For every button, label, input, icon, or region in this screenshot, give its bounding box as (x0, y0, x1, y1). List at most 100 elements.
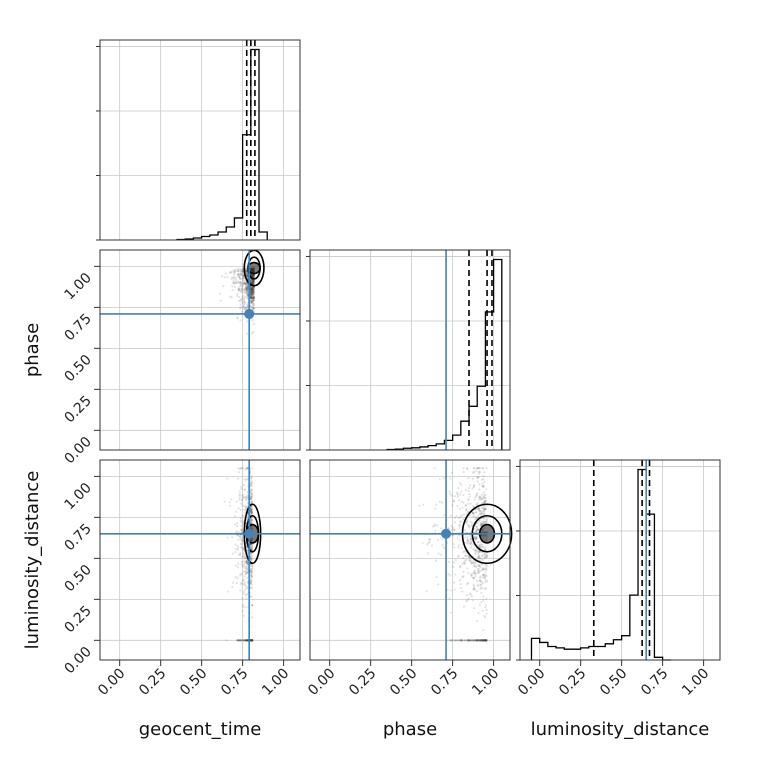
scatter-luminosity-distance-vs-phase-point (485, 639, 489, 642)
scatter-phase-vs-geocent-time-point (252, 306, 255, 310)
scatter-luminosity-distance-vs-phase-point (485, 556, 488, 559)
scatter-phase-vs-geocent-time-point (250, 290, 253, 294)
scatter-luminosity-distance-vs-geocent-time-point (240, 530, 243, 533)
scatter-luminosity-distance-vs-phase-point (485, 555, 489, 558)
scatter-luminosity-distance-vs-geocent-time-point (245, 639, 248, 642)
scatter-luminosity-distance-vs-phase-point (465, 513, 468, 516)
scatter-luminosity-distance-vs-geocent-time-point (237, 639, 240, 642)
scatter-luminosity-distance-vs-phase-point (472, 486, 475, 489)
scatter-luminosity-distance-vs-phase-point (484, 639, 487, 642)
scatter-luminosity-distance-vs-phase-point (448, 574, 452, 577)
scatter-luminosity-distance-vs-phase-point (476, 492, 479, 495)
scatter-luminosity-distance-vs-phase-point (476, 501, 479, 505)
scatter-luminosity-distance-vs-phase-point (482, 485, 486, 488)
scatter-luminosity-distance-vs-phase-point (482, 599, 485, 602)
scatter-phase-vs-geocent-time-point (250, 294, 253, 297)
scatter-phase-vs-geocent-time-point (242, 297, 246, 300)
scatter-luminosity-distance-vs-phase-point (480, 512, 483, 515)
scatter-luminosity-distance-vs-geocent-time-point (242, 639, 245, 642)
scatter-luminosity-distance-vs-phase-point (484, 497, 487, 500)
scatter-luminosity-distance-vs-phase-point (481, 507, 484, 510)
scatter-luminosity-distance-vs-phase-point (482, 567, 485, 570)
scatter-phase-vs-geocent-time-point (251, 281, 254, 284)
scatter-luminosity-distance-vs-phase-point (449, 639, 452, 642)
scatter-luminosity-distance-vs-phase-point (421, 542, 424, 545)
scatter-luminosity-distance-vs-geocent-time-point (251, 546, 254, 549)
scatter-luminosity-distance-vs-geocent-time-point (251, 639, 254, 642)
scatter-phase-vs-geocent-time-point (241, 277, 245, 280)
scatter-luminosity-distance-vs-phase-point (474, 639, 477, 642)
scatter-luminosity-distance-vs-geocent-time-point (249, 577, 252, 581)
x-tick-label: 0.50 (387, 666, 420, 699)
scatter-luminosity-distance-vs-phase-point (475, 528, 479, 531)
scatter-luminosity-distance-vs-phase-point (479, 566, 482, 569)
scatter-luminosity-distance-vs-geocent-time-point (226, 477, 229, 480)
scatter-luminosity-distance-vs-geocent-time-point (242, 496, 245, 499)
scatter-phase-vs-geocent-time-point (243, 300, 246, 303)
scatter-luminosity-distance-vs-phase-point (484, 639, 487, 642)
scatter-luminosity-distance-vs-geocent-time-point (240, 639, 243, 642)
scatter-luminosity-distance-vs-phase-point (483, 501, 486, 504)
scatter-luminosity-distance-vs-phase-point (484, 639, 487, 642)
scatter-luminosity-distance-vs-geocent-time-point (245, 561, 248, 564)
scatter-luminosity-distance-vs-geocent-time-point (245, 569, 248, 572)
scatter-luminosity-distance-vs-geocent-time-point (250, 574, 253, 577)
scatter-phase-vs-geocent-time-point (250, 299, 253, 303)
scatter-luminosity-distance-vs-phase-point (460, 490, 463, 493)
scatter-phase-vs-geocent-time-point (237, 295, 241, 299)
scatter-luminosity-distance-vs-phase-point (466, 467, 469, 470)
scatter-luminosity-distance-vs-phase-point (478, 488, 481, 491)
scatter-phase-vs-geocent-time-point (250, 280, 254, 284)
scatter-luminosity-distance-vs-phase-point (482, 639, 485, 642)
scatter-luminosity-distance-vs-phase-point (453, 494, 456, 498)
scatter-phase-vs-geocent-time-point (245, 285, 249, 288)
scatter-luminosity-distance-vs-phase-point (450, 525, 453, 528)
scatter-phase-vs-geocent-time-point (223, 276, 226, 279)
scatter-phase-vs-geocent-time-point (250, 300, 254, 304)
scatter-luminosity-distance-vs-phase-point (460, 639, 463, 642)
scatter-luminosity-distance-vs-phase-point (479, 639, 482, 642)
scatter-luminosity-distance-vs-phase-point (482, 484, 485, 487)
scatter-luminosity-distance-vs-geocent-time-point (242, 639, 245, 642)
scatter-phase-vs-geocent-time-point (245, 283, 249, 286)
scatter-luminosity-distance-vs-phase-point (464, 554, 467, 557)
scatter-luminosity-distance-vs-geocent-time-point (250, 497, 253, 501)
scatter-luminosity-distance-vs-geocent-time-point (236, 548, 239, 551)
scatter-phase-vs-geocent-time-point (252, 296, 255, 299)
scatter-luminosity-distance-vs-geocent-time-point (239, 508, 242, 511)
scatter-phase-vs-geocent-time-point (251, 293, 254, 296)
scatter-luminosity-distance-vs-geocent-time-point (228, 504, 232, 507)
scatter-luminosity-distance-vs-geocent-time-point (239, 589, 242, 592)
scatter-luminosity-distance-vs-phase-point (434, 559, 438, 562)
scatter-phase-vs-geocent-time-point (252, 274, 256, 277)
scatter-luminosity-distance-vs-phase-point (476, 639, 480, 642)
scatter-luminosity-distance-vs-phase-point (462, 513, 465, 516)
scatter-phase-vs-geocent-time-point (236, 269, 240, 273)
scatter-luminosity-distance-vs-geocent-time-point (244, 639, 248, 642)
scatter-luminosity-distance-vs-geocent-time-point (245, 478, 248, 481)
scatter-luminosity-distance-vs-phase-point (479, 575, 482, 578)
scatter-luminosity-distance-vs-phase-point (475, 530, 478, 533)
scatter-phase-vs-geocent-time-point (252, 286, 255, 289)
scatter-luminosity-distance-vs-phase-point (483, 639, 486, 642)
scatter-luminosity-distance-vs-phase-point (483, 557, 487, 560)
scatter-luminosity-distance-vs-phase-point (473, 467, 476, 470)
scatter-phase-vs-geocent-time-point (243, 308, 246, 311)
scatter-luminosity-distance-vs-phase-point (467, 581, 470, 585)
scatter-phase-vs-geocent-time-point (243, 282, 246, 285)
scatter-luminosity-distance-vs-phase-point (452, 526, 455, 530)
scatter-luminosity-distance-vs-phase-point (474, 549, 477, 552)
scatter-luminosity-distance-vs-phase-point (483, 512, 486, 515)
scatter-phase-vs-geocent-time-point (244, 306, 247, 309)
scatter-phase-vs-geocent-time-point (240, 286, 244, 289)
scatter-luminosity-distance-vs-geocent-time-point (241, 639, 244, 642)
scatter-luminosity-distance-vs-geocent-time-point (250, 512, 253, 515)
scatter-phase-vs-geocent-time-point (241, 288, 244, 292)
scatter-luminosity-distance-vs-phase-point (456, 492, 459, 495)
scatter-luminosity-distance-vs-phase-point (455, 491, 458, 494)
scatter-luminosity-distance-vs-geocent-time-point (240, 546, 243, 549)
scatter-luminosity-distance-vs-geocent-time-point (250, 639, 253, 642)
scatter-luminosity-distance-vs-geocent-time-point (249, 511, 252, 514)
scatter-phase-vs-geocent-time-point (241, 284, 244, 287)
